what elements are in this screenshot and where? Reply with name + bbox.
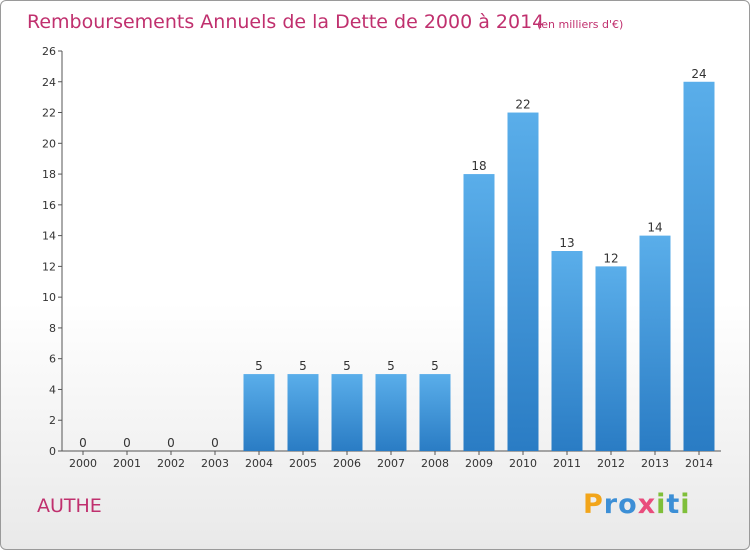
data-label: 24 [691,67,706,81]
data-label: 14 [647,221,662,235]
y-tick-label: 16 [42,199,56,212]
x-tick-label: 2003 [201,457,229,470]
data-label: 0 [123,436,131,450]
bar [507,112,539,452]
bar [287,374,319,451]
x-tick-label: 2001 [113,457,141,470]
bar [595,266,627,451]
data-label: 22 [515,98,530,112]
bar [375,374,407,451]
data-label: 0 [211,436,219,450]
bars: 0 0 0 0 5 5 5 5 5 18 22 13 12 14 24 [79,67,715,452]
y-tick-label: 8 [49,322,56,335]
x-tick-label: 2004 [245,457,273,470]
data-label: 5 [431,359,439,373]
logo-letter: o [618,489,638,520]
x-tick-label: 2012 [597,457,625,470]
y-tick-label: 24 [42,76,56,89]
logo-letter: r [603,489,619,520]
x-tick-label: 2011 [553,457,581,470]
bar [419,374,451,451]
x-tick-label: 2008 [421,457,449,470]
data-label: 0 [79,436,87,450]
logo-letter: i [680,489,691,520]
bar [331,374,363,451]
y-tick-label: 26 [42,45,56,58]
data-label: 12 [603,251,618,265]
y-tick-label: 10 [42,291,56,304]
data-label: 0 [167,436,175,450]
logo-letter: P [583,489,604,520]
y-tick-label: 18 [42,168,56,181]
x-tick-label: 2009 [465,457,493,470]
x-tick-label: 2005 [289,457,317,470]
x-tick-label: 2013 [641,457,669,470]
data-label: 18 [471,159,486,173]
chart-unit: (en milliers d'€) [537,18,623,31]
y-tick-label: 12 [42,260,56,273]
y-tick-label: 0 [49,445,56,458]
data-label: 5 [255,359,263,373]
logo-letter: t [666,489,681,520]
x-tick-label: 2006 [333,457,361,470]
bar [639,235,671,451]
bar [683,81,715,452]
y-tick-label: 22 [42,107,56,120]
y-tick-label: 14 [42,230,56,243]
data-label: 5 [387,359,395,373]
x-tick-label: 2010 [509,457,537,470]
logo-letter: x [637,489,657,520]
commune-name: AUTHE [37,495,102,517]
bar [243,374,275,451]
bar [463,174,495,452]
x-tick-label: 2000 [69,457,97,470]
y-tick-label: 6 [49,353,56,366]
x-tick-label: 2014 [685,457,713,470]
y-tick-label: 2 [49,414,56,427]
logo-letter: i [656,489,667,520]
x-tick-label: 2002 [157,457,185,470]
bar [551,251,583,451]
data-label: 5 [299,359,307,373]
y-tick-label: 20 [42,137,56,150]
x-tick-label: 2007 [377,457,405,470]
chart-title: Remboursements Annuels de la Dette de 20… [27,11,544,33]
data-label: 13 [559,236,574,250]
proxiti-logo: Proxiti [583,489,691,520]
data-label: 5 [343,359,351,373]
y-tick-label: 4 [49,383,56,396]
